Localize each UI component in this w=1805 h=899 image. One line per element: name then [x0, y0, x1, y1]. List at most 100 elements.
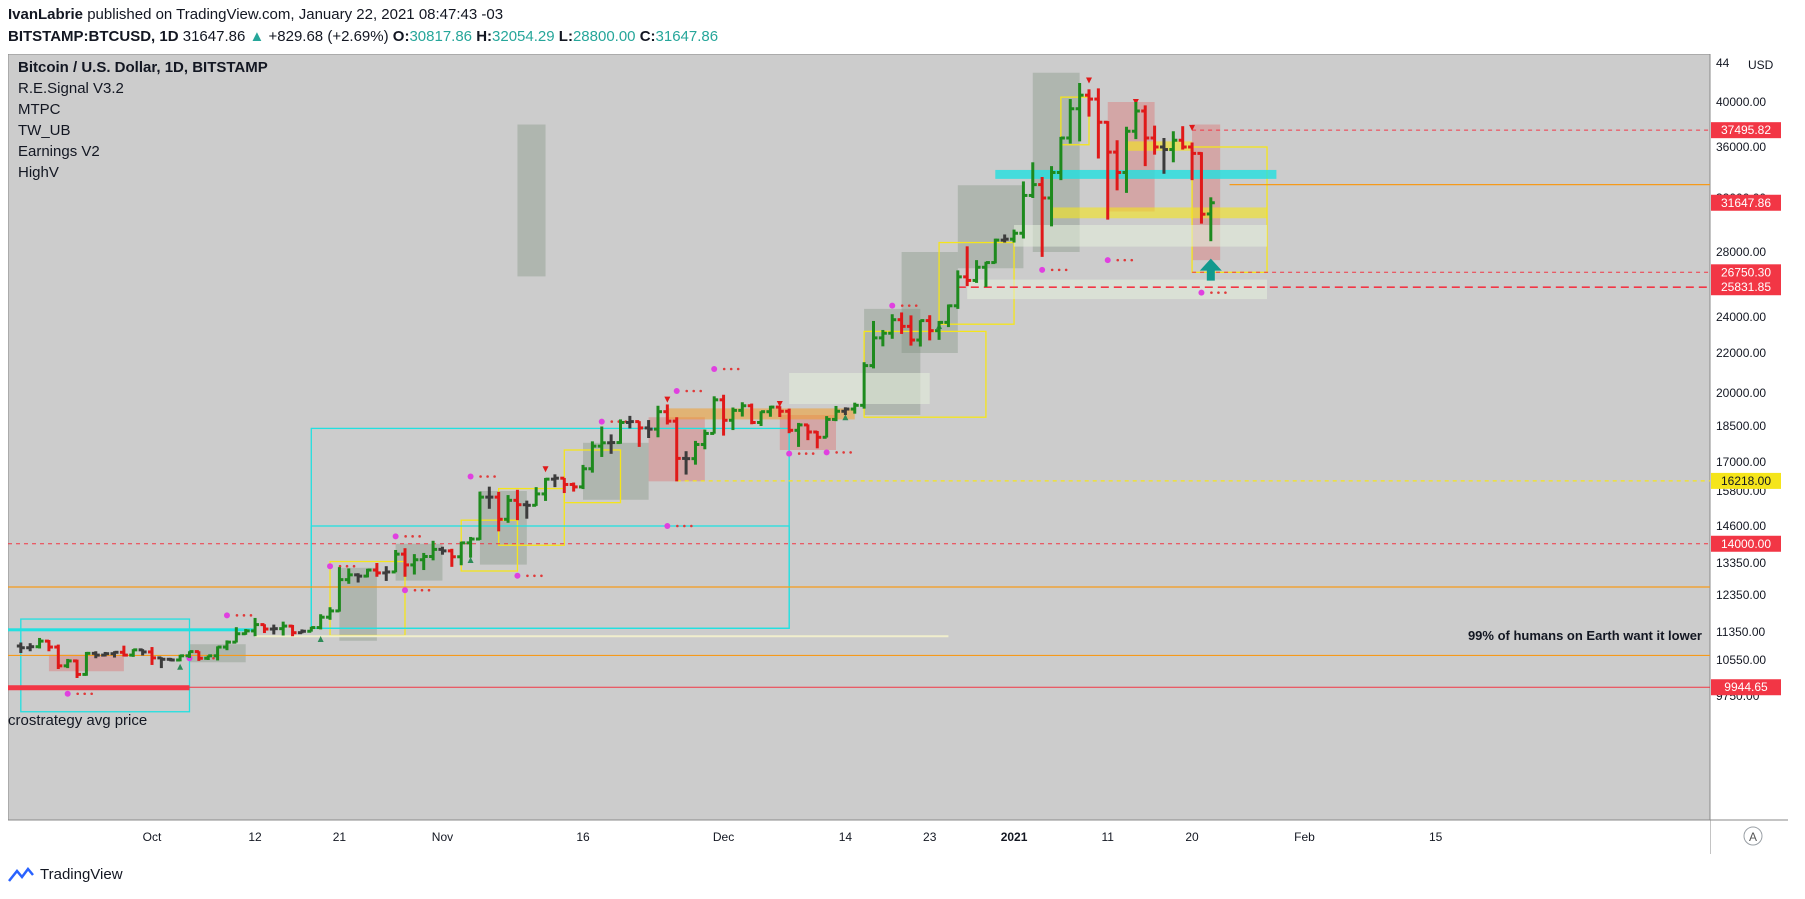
- ohlc-bar[interactable]: [73, 659, 82, 678]
- ohlc-bar[interactable]: [457, 541, 466, 566]
- signal-dot[interactable]: [1039, 266, 1046, 273]
- y-tick-label[interactable]: 18500.00: [1716, 419, 1766, 433]
- ohlc-bar[interactable]: [269, 624, 278, 635]
- price-label[interactable]: 16218.00: [1711, 472, 1781, 489]
- ohlc-bar[interactable]: [757, 410, 766, 426]
- ohlc-bar[interactable]: [1131, 102, 1140, 140]
- ohlc-bar[interactable]: [363, 568, 372, 578]
- signal-dot[interactable]: [514, 572, 521, 579]
- y-tick-label[interactable]: 14600.00: [1716, 519, 1766, 533]
- ohlc-bar[interactable]: [625, 415, 634, 429]
- ohlc-bar[interactable]: [194, 650, 203, 661]
- ohlc-bar[interactable]: [148, 647, 156, 665]
- x-tick-label[interactable]: Feb: [1294, 830, 1315, 844]
- ohlc-bar[interactable]: [1188, 142, 1197, 181]
- ohlc-bar[interactable]: [963, 246, 972, 287]
- ohlc-bar[interactable]: [991, 238, 1000, 265]
- ohlc-bar[interactable]: [691, 440, 700, 465]
- price-label[interactable]: 14000.00: [1711, 535, 1781, 552]
- ohlc-bar[interactable]: [813, 430, 822, 449]
- ohlc-bar[interactable]: [410, 554, 419, 575]
- signal-dot[interactable]: [664, 523, 671, 529]
- ohlc-bar[interactable]: [935, 320, 944, 340]
- ohlc-bar[interactable]: [185, 650, 194, 658]
- ohlc-bar[interactable]: [850, 402, 859, 414]
- time-axis-background[interactable]: [8, 820, 1710, 854]
- plot-background[interactable]: [8, 54, 1711, 821]
- x-tick-label[interactable]: 16: [576, 830, 590, 844]
- ohlc-bar[interactable]: [953, 270, 962, 309]
- x-tick-label[interactable]: 12: [248, 830, 262, 844]
- currency-label[interactable]: USD: [1748, 58, 1774, 72]
- ohlc-bar[interactable]: [344, 568, 353, 584]
- ohlc-bar[interactable]: [1113, 140, 1122, 191]
- ohlc-bar[interactable]: [878, 329, 887, 347]
- ohlc-bar[interactable]: [1047, 166, 1056, 227]
- ohlc-bar[interactable]: [972, 260, 981, 283]
- ohlc-bar[interactable]: [494, 491, 503, 532]
- ohlc-bar[interactable]: [728, 407, 737, 431]
- signal-box[interactable]: [20, 618, 191, 713]
- y-tick-label[interactable]: 22000.00: [1716, 346, 1766, 360]
- level-band[interactable]: [967, 279, 1268, 300]
- y-tick-label[interactable]: 17000.00: [1716, 455, 1766, 469]
- ohlc-bar[interactable]: [766, 405, 775, 417]
- ohlc-bar[interactable]: [1206, 197, 1215, 242]
- y-tick-label[interactable]: 44: [1716, 56, 1730, 70]
- signal-dot[interactable]: [598, 418, 605, 425]
- ohlc-bar[interactable]: [54, 644, 63, 669]
- ohlc-bar[interactable]: [635, 420, 644, 447]
- ohlc-bar[interactable]: [438, 546, 447, 555]
- ohlc-bar[interactable]: [888, 314, 897, 339]
- ohlc-bar[interactable]: [1056, 136, 1065, 181]
- ohlc-bar[interactable]: [653, 405, 662, 438]
- signal-dot[interactable]: [64, 690, 71, 697]
- level-band[interactable]: [995, 169, 1277, 179]
- ohlc-bar[interactable]: [391, 549, 400, 574]
- ohlc-bar[interactable]: [447, 548, 456, 567]
- ohlc-bar[interactable]: [588, 441, 597, 473]
- sell-signal-icon[interactable]: [1189, 124, 1196, 131]
- ohlc-bar[interactable]: [541, 477, 550, 501]
- signal-box[interactable]: [310, 525, 790, 629]
- ohlc-bar[interactable]: [1019, 181, 1028, 239]
- buy-signal-icon[interactable]: [467, 557, 474, 564]
- indicator-earnings[interactable]: Earnings V2: [18, 143, 100, 160]
- signal-dot[interactable]: [392, 533, 399, 540]
- ohlc-bar[interactable]: [607, 434, 616, 454]
- ohlc-bar[interactable]: [682, 451, 691, 475]
- ohlc-bar[interactable]: [1000, 234, 1009, 243]
- y-tick-label[interactable]: 40000.00: [1716, 95, 1766, 109]
- x-tick-label[interactable]: 20: [1185, 830, 1199, 844]
- ohlc-bar[interactable]: [260, 623, 269, 634]
- x-tick-label[interactable]: 15: [1429, 830, 1443, 844]
- ohlc-bar[interactable]: [532, 487, 541, 507]
- ohlc-bar[interactable]: [550, 474, 559, 488]
- avg-price-band[interactable]: [8, 685, 190, 691]
- x-tick-label[interactable]: 23: [923, 830, 937, 844]
- sell-signal-icon[interactable]: [1086, 77, 1092, 84]
- price-label[interactable]: 31647.86: [1711, 194, 1781, 211]
- ohlc-bar[interactable]: [785, 408, 794, 434]
- ohlc-bar[interactable]: [213, 645, 222, 661]
- ohlc-bar[interactable]: [906, 315, 915, 346]
- ohlc-bar[interactable]: [1085, 89, 1093, 117]
- sell-signal-icon[interactable]: [776, 401, 783, 407]
- signal-dot[interactable]: [401, 587, 408, 594]
- ohlc-bar[interactable]: [176, 654, 185, 662]
- ohlc-bar[interactable]: [279, 621, 288, 636]
- ohlc-bar[interactable]: [616, 419, 625, 445]
- level-band[interactable]: [1014, 225, 1268, 247]
- ohlc-bar[interactable]: [1178, 126, 1187, 150]
- ohlc-bar[interactable]: [475, 491, 484, 541]
- price-axis-background[interactable]: [1710, 54, 1788, 820]
- buy-signal-icon[interactable]: [177, 663, 184, 670]
- signal-zone[interactable]: [1107, 102, 1155, 212]
- ohlc-bar[interactable]: [1028, 162, 1037, 198]
- signal-zone[interactable]: [1032, 72, 1080, 252]
- ohlc-bar[interactable]: [944, 304, 953, 328]
- ohlc-bar[interactable]: [700, 429, 709, 450]
- ohlc-bar[interactable]: [1038, 176, 1047, 257]
- signal-dot[interactable]: [711, 366, 718, 372]
- ohlc-bar[interactable]: [157, 656, 166, 669]
